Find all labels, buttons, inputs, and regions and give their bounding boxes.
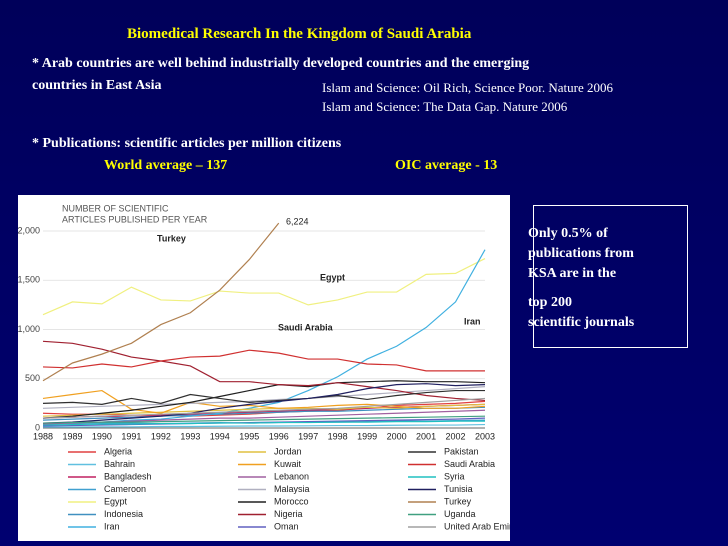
- note-line: publications from: [528, 246, 634, 261]
- annotation: Turkey: [157, 233, 186, 243]
- legend-label: Bangladesh: [104, 471, 152, 481]
- x-tick-label: 1989: [62, 431, 82, 441]
- x-tick-label: 1997: [298, 431, 318, 441]
- series-line: [42, 406, 486, 421]
- note-line: top 200: [528, 295, 572, 310]
- reference: Islam and Science: The Data Gap. Nature …: [322, 99, 568, 114]
- note-line: KSA are in the: [528, 266, 617, 281]
- bullet-line: * Publications: scientific articles per …: [32, 136, 342, 151]
- annotation: Iran: [464, 316, 481, 326]
- legend-label: Pakistan: [444, 446, 479, 456]
- x-tick-label: 2002: [446, 431, 466, 441]
- heading: Biomedical Research In the Kingdom of Sa…: [127, 26, 472, 42]
- reference: Islam and Science: Oil Rich, Science Poo…: [322, 80, 613, 95]
- chart-title: ARTICLES PUBLISHED PER YEAR: [62, 214, 208, 224]
- legend-label: Oman: [274, 521, 299, 531]
- series-line: [42, 389, 486, 414]
- annotation: 6,224: [286, 216, 309, 226]
- legend-label: Saudi Arabia: [444, 459, 495, 469]
- legend-label: Bahrain: [104, 459, 135, 469]
- chart-title: NUMBER OF SCIENTIFIC: [62, 203, 169, 213]
- series-line: [42, 349, 485, 372]
- series-line: [42, 386, 486, 409]
- series-line: [42, 389, 485, 405]
- y-tick-label: 0: [35, 422, 40, 432]
- bullet-line: * Arab countries are well behind industr…: [32, 56, 530, 71]
- series-line: [42, 380, 486, 419]
- x-tick-label: 2003: [475, 431, 495, 441]
- oic-average: OIC average - 13: [395, 158, 498, 173]
- legend-label: Iran: [104, 521, 120, 531]
- legend-label: Cameroon: [104, 484, 146, 494]
- legend-label: Algeria: [104, 446, 132, 456]
- legend-label: Lebanon: [274, 471, 309, 481]
- legend-label: Malaysia: [274, 484, 310, 494]
- legend-label: Jordan: [274, 446, 302, 456]
- x-tick-label: 1999: [357, 431, 377, 441]
- x-tick-label: 1998: [328, 431, 348, 441]
- x-tick-label: 2000: [387, 431, 407, 441]
- x-tick-label: 2001: [416, 431, 436, 441]
- note-box: [533, 205, 688, 348]
- series-line: [42, 340, 486, 402]
- chart: NUMBER OF SCIENTIFIC ARTICLES PUBLISHED …: [18, 195, 510, 541]
- x-tick-label: 1988: [33, 431, 53, 441]
- y-tick-label: 2,000: [18, 225, 40, 235]
- bullet-line: countries in East Asia: [32, 78, 162, 93]
- x-tick-label: 1991: [121, 431, 141, 441]
- note-line: Only 0.5% of: [528, 226, 608, 241]
- y-tick-label: 1,500: [18, 275, 40, 285]
- series-line: [42, 222, 280, 382]
- series-line: [42, 397, 486, 419]
- legend-label: Tunisia: [444, 484, 473, 494]
- legend-label: Turkey: [444, 496, 472, 506]
- series-line: [42, 420, 485, 426]
- note-line: scientific journals: [528, 315, 635, 330]
- legend-label: United Arab Emirates: [444, 521, 510, 531]
- chart-background: [18, 195, 510, 541]
- legend-label: Indonesia: [104, 509, 143, 519]
- x-tick-label: 1994: [210, 431, 230, 441]
- x-tick-label: 1990: [92, 431, 112, 441]
- legend-label: Morocco: [274, 496, 309, 506]
- series-line: [42, 258, 486, 316]
- legend-label: Egypt: [104, 496, 128, 506]
- x-tick-label: 1993: [180, 431, 200, 441]
- x-tick-label: 1996: [269, 431, 289, 441]
- annotation: Egypt: [320, 272, 345, 282]
- series-line: [43, 423, 486, 428]
- x-tick-label: 1995: [239, 431, 259, 441]
- legend-label: Kuwait: [274, 459, 302, 469]
- annotation: Saudi Arabia: [278, 322, 334, 332]
- legend-label: Uganda: [444, 509, 476, 519]
- series-line: [42, 415, 486, 424]
- world-average: World average – 137: [104, 158, 228, 173]
- series-line: [42, 383, 486, 424]
- y-tick-label: 500: [25, 373, 40, 383]
- y-tick-label: 1,000: [18, 324, 40, 334]
- x-tick-label: 1992: [151, 431, 171, 441]
- legend-label: Syria: [444, 471, 465, 481]
- legend-label: Nigeria: [274, 509, 303, 519]
